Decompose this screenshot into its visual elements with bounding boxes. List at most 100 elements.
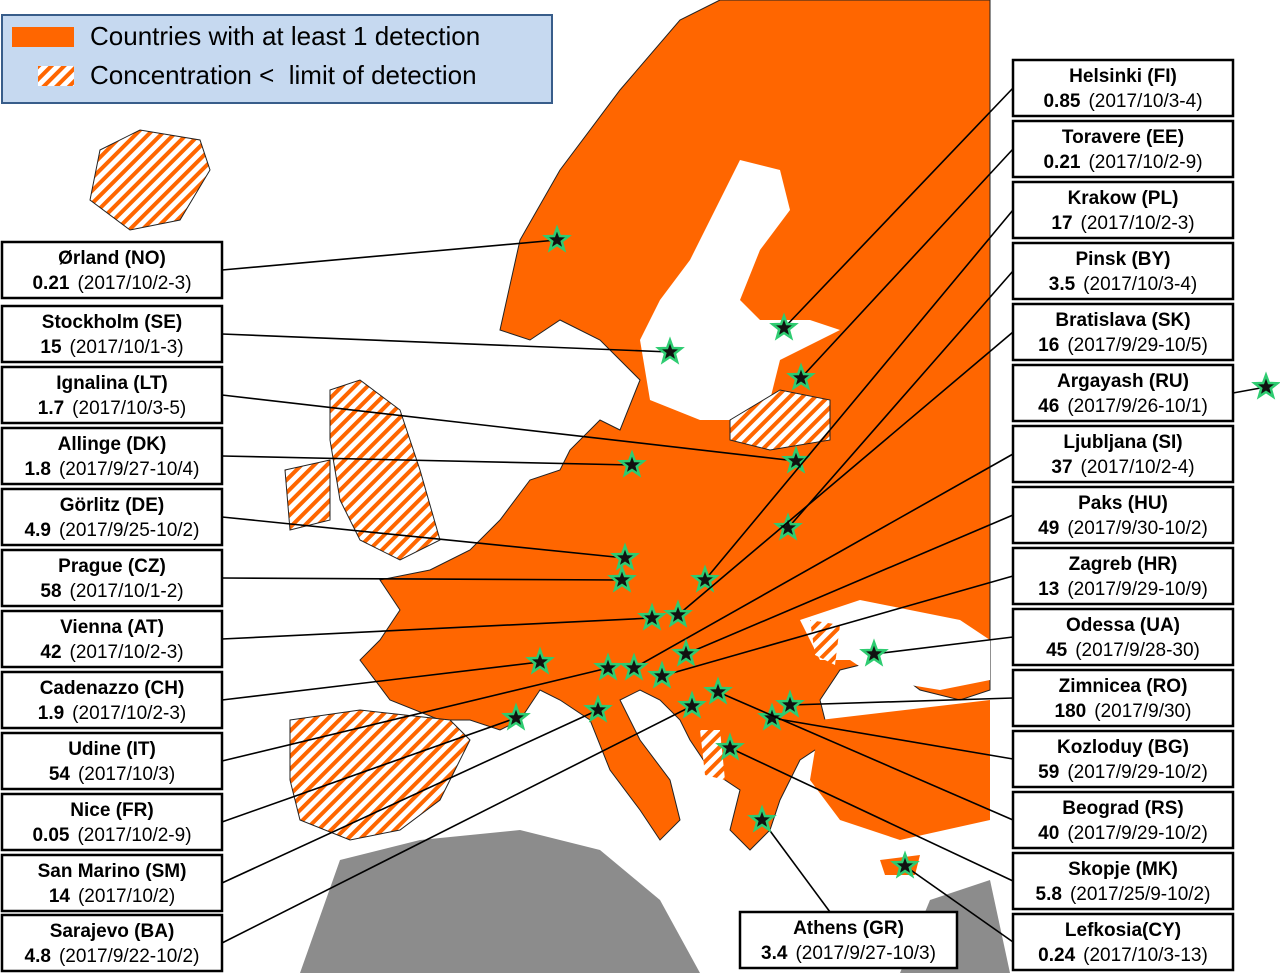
station-box (0, 240, 224, 300)
leader-line (221, 661, 541, 701)
station-reading: 42 (2017/10/2-3) (40, 642, 183, 663)
station-value: 40 (1038, 823, 1059, 844)
station-value: 37 (1051, 457, 1072, 478)
station-period: (2017/10/3) (78, 764, 175, 785)
leader-line (783, 87, 1014, 329)
station-reading: 0.85 (2017/10/3-4) (1043, 91, 1202, 112)
station-box (1011, 119, 1235, 179)
leader-line (677, 331, 1014, 616)
station-period: (2017/10/2-3) (1081, 213, 1195, 234)
station-star (890, 850, 920, 879)
station-value: 59 (1038, 762, 1059, 783)
station-reading: 46 (2017/9/26-10/1) (1038, 396, 1208, 417)
station-period: (2017/9/27-10/3) (795, 943, 936, 964)
station-box (1011, 546, 1235, 606)
station-period: (2017/9/30-10/2) (1067, 518, 1208, 539)
station-period: (2017/10/3-5) (72, 398, 186, 419)
station-value: 16 (1038, 335, 1059, 356)
station-box (1011, 424, 1235, 484)
station-box (1011, 241, 1235, 301)
leader-line (221, 333, 671, 353)
station-reading: 0.21 (2017/10/2-9) (1043, 152, 1202, 173)
station-period: (2017/9/30) (1094, 701, 1191, 722)
station-value: 1.9 (38, 703, 64, 724)
station-reading: 58 (2017/10/1-2) (40, 581, 183, 602)
station-value: 0.85 (1043, 91, 1080, 112)
station-name: San Marino (SM) (38, 861, 187, 882)
station-star (715, 732, 745, 761)
station-period: (2017/9/29-10/5) (1067, 335, 1208, 356)
station-reading: 54 (2017/10/3) (49, 764, 175, 785)
station-value: 3.4 (761, 943, 788, 964)
station-reading: 17 (2017/10/2-3) (1051, 213, 1194, 234)
station-name: Beograd (RS) (1062, 798, 1183, 819)
station-box (1011, 363, 1235, 423)
station-name: Görlitz (DE) (60, 495, 165, 516)
leader-line (221, 455, 633, 466)
station-box (0, 426, 224, 486)
leader-line (787, 270, 1014, 529)
station-star (525, 646, 555, 675)
station-value: 58 (40, 581, 61, 602)
station-period: (2017/10/1-2) (70, 581, 184, 602)
leader-line (729, 747, 1014, 882)
station-star (747, 804, 777, 833)
station-period: (2017/9/22-10/2) (59, 946, 200, 967)
leader-line (761, 819, 831, 913)
station-value: 5.8 (1036, 884, 1062, 905)
station-reading: 0.05 (2017/10/2-9) (32, 825, 191, 846)
station-box (1011, 180, 1235, 240)
station-value: 45 (1046, 640, 1068, 661)
station-star (542, 224, 572, 253)
leader-line (221, 667, 609, 762)
station-box (0, 670, 224, 730)
leader-line (221, 617, 653, 640)
station-reading: 0.21 (2017/10/2-3) (32, 273, 191, 294)
station-star (773, 512, 803, 541)
station-name: Ørland (NO) (58, 248, 166, 269)
leader-line (221, 394, 797, 462)
station-value: 4.8 (25, 946, 51, 967)
station-period: (2017/10/2-4) (1081, 457, 1195, 478)
station-star (703, 676, 733, 705)
station-reading: 37 (2017/10/2-4) (1051, 457, 1194, 478)
station-value: 13 (1038, 579, 1059, 600)
station-box (1011, 302, 1235, 362)
station-reading: 1.8 (2017/9/27-10/4) (25, 459, 200, 480)
station-box (738, 910, 959, 970)
station-box (0, 548, 224, 608)
station-value: 3.5 (1049, 274, 1076, 295)
station-star (610, 542, 640, 571)
leader-line (873, 636, 1014, 655)
station-box (1011, 851, 1235, 911)
station-period: (2017/10/3-4) (1088, 91, 1202, 112)
legend-label: Countries with at least 1 detection (90, 21, 480, 51)
station-value: 0.21 (1043, 152, 1080, 173)
station-box (1011, 668, 1235, 728)
leader-line (221, 239, 558, 271)
station-name: Bratislava (SK) (1055, 310, 1190, 331)
station-box (1011, 485, 1235, 545)
station-star (671, 638, 701, 667)
station-box (0, 365, 224, 425)
legend-swatch (38, 66, 74, 86)
station-value: 42 (40, 642, 61, 663)
station-name: Skopje (MK) (1068, 859, 1178, 880)
station-box (0, 792, 224, 852)
station-reading: 0.24 (2017/10/3-13) (1038, 945, 1208, 966)
station-star (775, 689, 805, 718)
station-star (583, 694, 613, 723)
station-star (593, 652, 623, 681)
leader-line (789, 697, 1014, 706)
station-box (0, 731, 224, 791)
station-name: Krakow (PL) (1068, 188, 1179, 209)
station-value: 14 (49, 886, 71, 907)
land (89, 0, 1010, 973)
station-name: Lefkosia(CY) (1065, 920, 1181, 941)
station-name: Cadenazzo (CH) (40, 678, 185, 699)
station-reading: 40 (2017/9/29-10/2) (1038, 823, 1208, 844)
leader-line (661, 575, 1014, 677)
station-value: 17 (1051, 213, 1072, 234)
station-reading: 1.9 (2017/10/2-3) (38, 703, 187, 724)
